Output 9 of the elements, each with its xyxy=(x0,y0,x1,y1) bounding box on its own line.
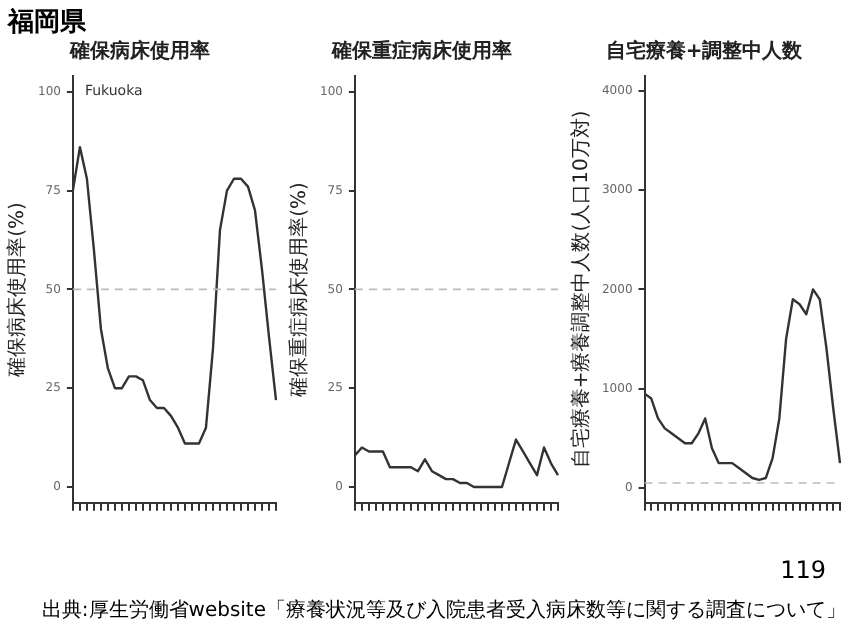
chart-title: 自宅療養+調整中人数 xyxy=(605,39,805,64)
y-axis-title: 確保病床使用率(%) xyxy=(5,201,30,379)
text: 福岡県 xyxy=(8,6,86,40)
source-note: 出典:厚生労働省website「療養状況等及び入院患者受入病床数等に関する調査について」 xyxy=(41,597,846,624)
text: 119 xyxy=(780,556,826,584)
chart-title: 確保病床使用率 xyxy=(68,39,210,64)
y-axis-title: 確保重症病床使用率(%) xyxy=(287,181,312,399)
chart-title: 確保重症病床使用率 xyxy=(330,39,512,64)
y-axis-title: 自宅療養+療養調整中人数(人口10万対) xyxy=(569,110,594,469)
